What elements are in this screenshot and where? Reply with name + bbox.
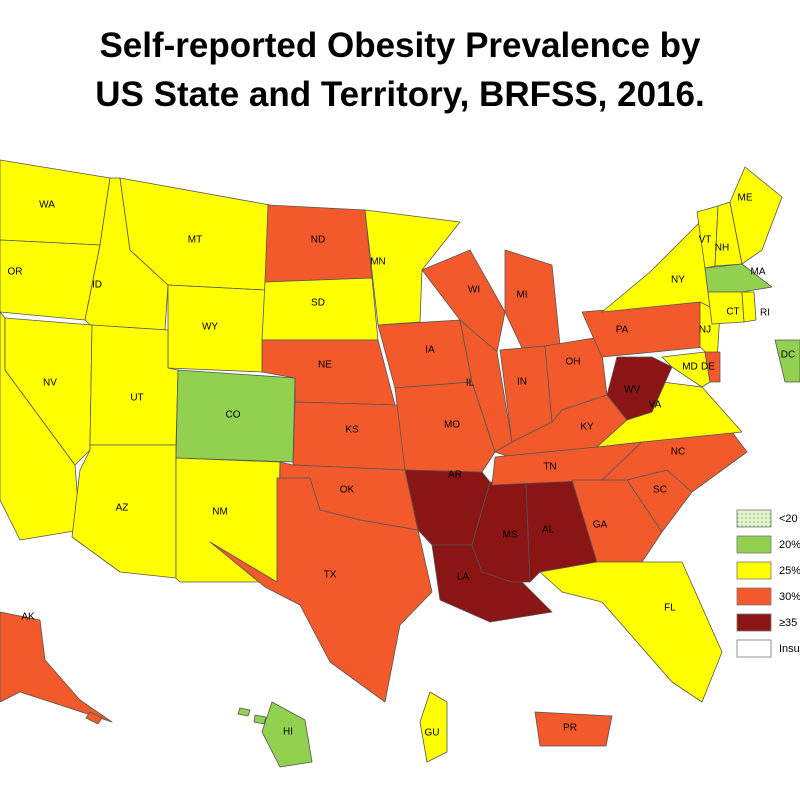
state-label: AK — [21, 612, 35, 623]
state — [504, 249, 561, 349]
title-line: US State and Territory, BRFSS, 2016. — [95, 75, 704, 114]
state — [534, 711, 613, 747]
state-label: OH — [566, 357, 581, 368]
state-label: NV — [43, 378, 57, 389]
state-label: SC — [653, 485, 667, 496]
island — [253, 714, 267, 725]
state-label: WI — [468, 285, 480, 296]
legend-label: 30% — [779, 591, 800, 603]
legend-label: 25% — [779, 565, 800, 577]
state — [0, 159, 111, 246]
state-label: AZ — [116, 503, 129, 514]
state-label: ID — [92, 280, 102, 291]
legend-swatch — [736, 613, 772, 632]
state-label: RI — [760, 308, 770, 319]
state-label: OK — [340, 485, 355, 496]
state — [261, 701, 313, 768]
state-label: SD — [311, 298, 325, 309]
state-label: UT — [130, 393, 143, 404]
state-label: MN — [370, 257, 386, 268]
state-label: AL — [542, 525, 555, 536]
state-label: HI — [283, 727, 293, 738]
state-label: NC — [671, 447, 685, 458]
legend-pattern — [737, 510, 771, 527]
state-label: ME — [738, 193, 753, 204]
state-label: GA — [593, 520, 608, 531]
state-label: IL — [466, 378, 475, 389]
island — [237, 707, 251, 717]
state-label: NE — [318, 360, 332, 371]
state-label: PR — [563, 723, 577, 734]
legend-label: <20 — [779, 513, 798, 525]
state-label: FL — [664, 603, 676, 614]
state-label: TN — [543, 462, 556, 473]
states — [0, 159, 800, 768]
state-label: CO — [226, 410, 241, 421]
state — [4, 317, 93, 466]
state — [292, 401, 406, 471]
state — [175, 457, 281, 583]
state — [581, 301, 706, 358]
island — [85, 711, 103, 725]
state-label: KS — [345, 425, 359, 436]
state-label: MS — [503, 530, 518, 541]
state-label: DE — [701, 362, 715, 373]
state-label: CT — [726, 307, 739, 318]
state-label: GU — [425, 728, 440, 739]
state — [741, 291, 757, 323]
state — [729, 166, 783, 265]
legend-label: Insu — [779, 643, 800, 655]
state-label: DC — [781, 350, 795, 361]
state-label: MD — [682, 362, 698, 373]
legend-swatch — [736, 535, 772, 554]
state-label: WA — [39, 200, 55, 211]
state-label: NY — [671, 275, 685, 286]
legend-swatch — [736, 639, 772, 658]
state — [364, 209, 461, 326]
state-label: MT — [188, 235, 202, 246]
state — [209, 477, 433, 703]
state — [419, 691, 448, 763]
state — [704, 351, 721, 383]
state — [89, 324, 179, 446]
state-label: KY — [580, 422, 594, 433]
state-labels: WA OR ID MT WY NV UT AZ CO NM ND SD NE KS OK TX MN IA MO AR… — [8, 193, 796, 739]
state-label: TX — [324, 570, 337, 581]
state-label: LA — [457, 572, 470, 583]
state-label: PA — [616, 325, 629, 336]
state-label: ND — [311, 235, 325, 246]
state — [421, 249, 506, 353]
title-line: Self-reported Obesity Prevalence by — [99, 26, 701, 65]
state — [539, 561, 723, 703]
legend: <20 20% 25% 30% ≥35 Insu — [736, 509, 800, 658]
state-label: VT — [699, 235, 712, 246]
state — [0, 611, 113, 723]
state-label: NM — [212, 507, 228, 518]
state — [0, 239, 101, 321]
state-label: WY — [202, 322, 218, 333]
state-label: IN — [517, 377, 527, 388]
state — [394, 381, 496, 473]
state-label: AR — [448, 470, 462, 481]
legend-label: ≥35 — [779, 617, 797, 629]
state-label: IA — [425, 345, 435, 356]
state-label: MA — [751, 267, 766, 278]
legend-label: 20% — [779, 539, 800, 551]
state-label: NH — [715, 243, 729, 254]
legend-swatch — [736, 587, 772, 606]
state — [661, 351, 711, 388]
legend-swatch — [736, 561, 772, 580]
state-label: WV — [624, 385, 640, 396]
state-label: MO — [444, 420, 460, 431]
state-label: OR — [8, 267, 23, 278]
state — [261, 277, 379, 341]
state-label: MI — [516, 290, 527, 301]
state-label: VA — [649, 400, 662, 411]
state — [774, 339, 800, 383]
state — [704, 263, 773, 293]
state-label: NJ — [699, 325, 711, 336]
